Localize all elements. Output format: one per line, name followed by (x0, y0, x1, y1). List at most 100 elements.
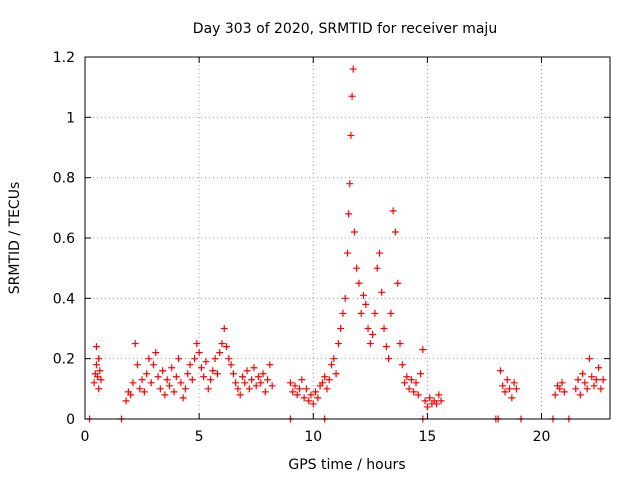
data-point (298, 376, 306, 384)
data-point (309, 400, 317, 408)
data-point (291, 382, 299, 390)
data-point (243, 367, 251, 375)
data-point (147, 379, 155, 387)
data-point (161, 391, 169, 399)
data-point (191, 355, 199, 363)
data-point (250, 364, 258, 372)
data-point (599, 376, 607, 384)
data-point (266, 361, 274, 369)
y-tick-label: 0.4 (53, 291, 75, 307)
data-point (407, 376, 415, 384)
data-point (159, 367, 167, 375)
data-point (92, 343, 100, 351)
data-point (95, 355, 103, 363)
data-point (503, 376, 511, 384)
data-point (232, 379, 240, 387)
data-point (387, 309, 395, 317)
data-point (339, 309, 347, 317)
data-point (168, 364, 176, 372)
data-point (499, 382, 507, 390)
data-point (305, 397, 313, 405)
y-tick-label: 1.2 (53, 50, 75, 66)
data-point (437, 397, 445, 405)
x-tick-label: 15 (418, 429, 436, 445)
data-point (556, 385, 564, 393)
data-point (332, 370, 340, 378)
data-point (369, 331, 377, 339)
data-point (213, 370, 221, 378)
chart-title: Day 303 of 2020, SRMTID for receiver maj… (193, 21, 497, 37)
data-point (94, 373, 102, 381)
data-point (366, 340, 374, 348)
data-point (152, 349, 160, 357)
data-point (579, 370, 587, 378)
y-tick-label: 0.8 (53, 171, 75, 187)
data-point (234, 385, 242, 393)
data-point (323, 385, 331, 393)
data-point (95, 385, 103, 393)
data-point (378, 288, 386, 296)
data-point (96, 367, 104, 375)
data-point (345, 210, 353, 218)
data-point (138, 376, 146, 384)
data-point (349, 65, 357, 73)
data-point (585, 355, 593, 363)
data-point (364, 325, 372, 332)
data-point (179, 394, 187, 402)
data-point (264, 376, 272, 384)
data-point (92, 361, 100, 369)
data-point (510, 379, 518, 387)
data-point (414, 391, 422, 399)
data-point (506, 385, 514, 393)
y-tick-label: 0.2 (53, 352, 75, 368)
x-tick-label: 10 (304, 429, 322, 445)
data-point (254, 373, 262, 381)
data-point (209, 367, 217, 375)
data-point (248, 376, 256, 384)
y-tick-label: 0.6 (53, 231, 75, 247)
data-point (218, 340, 226, 348)
data-point (259, 370, 267, 378)
data-point (318, 379, 326, 387)
data-point (186, 361, 194, 369)
data-point (380, 325, 388, 332)
data-point (355, 279, 363, 287)
data-point (512, 385, 520, 393)
data-point (337, 325, 345, 332)
data-point (140, 388, 148, 396)
data-point (245, 385, 253, 393)
data-point (321, 373, 329, 381)
data-point (211, 355, 219, 363)
data-point (346, 180, 354, 188)
data-point (373, 264, 381, 272)
data-point (347, 131, 355, 139)
data-point (348, 92, 356, 100)
data-point (300, 394, 308, 402)
data-point (417, 370, 425, 378)
data-point (136, 385, 144, 393)
data-point (307, 391, 315, 399)
data-point (197, 364, 205, 372)
data-point (433, 400, 441, 408)
data-point (581, 379, 589, 387)
axis-ticks: 0 0.2 0.4 0.6 0.8 1 1.2 0 5 10 15 20 (53, 50, 610, 445)
data-point (200, 373, 208, 381)
data-point (129, 379, 137, 387)
data-point (193, 340, 201, 348)
data-point (172, 373, 180, 381)
data-point (588, 373, 596, 381)
data-point (163, 376, 171, 384)
data-point (156, 385, 164, 393)
x-axis-label: GPS time / hours (288, 457, 405, 473)
data-point (229, 370, 237, 378)
data-point (391, 228, 399, 236)
data-point (359, 291, 367, 299)
data-point (165, 382, 173, 390)
data-point (289, 388, 297, 396)
data-point (122, 397, 130, 405)
data-point (181, 385, 189, 393)
data-point (574, 376, 582, 384)
plot-frame (84, 56, 611, 420)
data-point (394, 279, 402, 287)
